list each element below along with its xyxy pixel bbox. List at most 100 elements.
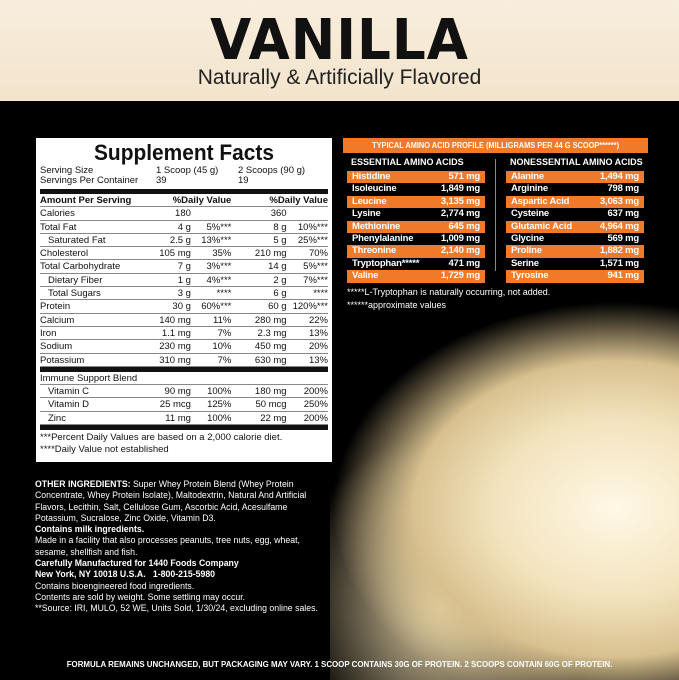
essential-column: ESSENTIAL AMINO ACIDS Histidine 571 mg Isol… <box>347 157 485 283</box>
nutrient-value: 7 g <box>177 261 191 273</box>
ingredients-text: Super Whey Protein Blend (Whey Protein C… <box>35 479 307 523</box>
nutrient-row: Vitamin D 25 mcg 125% 50 mcg 250% <box>40 398 328 412</box>
nutrient-name: Saturated Fat <box>48 234 106 246</box>
nutrient-value: 5%*** <box>206 221 232 233</box>
nutrient-value: 250% <box>303 399 328 411</box>
nutrient-value: 2 g <box>273 274 287 286</box>
nutrient-value: 4%*** <box>206 274 232 286</box>
supplement-facts-panel: Supplement Facts Serving Size 1 Scoop (45… <box>35 137 333 463</box>
amino-value: 4,964 mg <box>599 220 639 232</box>
amino-value: 798 mg <box>607 183 639 195</box>
nutrient-name: Sodium <box>40 341 73 353</box>
nutrient-row: Total Fat 4 g 5%*** 8 g 10%*** <box>40 221 328 234</box>
nutrient-value: 310 mg <box>159 354 191 366</box>
nutrient-value: 140 mg <box>159 314 191 326</box>
nutrient-value: 180 <box>175 208 191 220</box>
nutrient-row: Sodium 230 mg 10% 450 mg 20% <box>40 340 328 354</box>
nutrient-value: 450 mg <box>254 341 287 353</box>
amino-name: Cysteine <box>511 208 550 220</box>
blend-label: Immune Support Blend <box>40 372 138 384</box>
amino-value: 1,009 mg <box>440 232 480 244</box>
nutrient-value: 6 g <box>273 288 287 300</box>
amino-row: Valine 1,729 mg <box>347 270 485 283</box>
nutrient-name: Dietary Fiber <box>48 274 103 286</box>
nutrient-value: 13%*** <box>201 234 232 246</box>
address: New York, NY 10018 U.S.A. 1-800-215-5980 <box>35 569 216 580</box>
amino-row: Methionine 645 mg <box>347 220 485 233</box>
amino-name: Lysine <box>352 208 381 220</box>
amount-header: Amount Per Serving <box>40 195 132 206</box>
amino-row: Glycine 569 mg <box>506 233 644 245</box>
amino-row: Lysine 2,774 mg <box>347 208 485 220</box>
nutrient-name: Potassium <box>40 354 85 366</box>
nutrient-row: Zinc 11 mg 100% 22 mg 200% <box>40 412 328 426</box>
nutrient-value: 10%*** <box>297 221 328 233</box>
amino-row: Serine 1,571 mg <box>506 258 644 270</box>
amino-name: Valine <box>352 270 379 282</box>
dv-header: %Daily Value <box>172 195 232 206</box>
nutrient-row: Protein 30 g 60%*** 60 g 120%*** <box>40 300 328 314</box>
nutrient-value: 10% <box>212 341 232 353</box>
amino-name: Histidine <box>352 171 391 182</box>
nutrient-value: 2.5 g <box>169 234 191 246</box>
amino-name: Arginine <box>511 183 548 195</box>
amino-title: TYPICAL AMINO ACID PROFILE (MILLIGRAMS P… <box>372 140 619 150</box>
amino-name: Proline <box>511 245 542 257</box>
nutrient-value: 200% <box>303 412 328 424</box>
divider <box>40 366 328 372</box>
amino-name: Aspartic Acid <box>511 195 570 207</box>
blend-label-row: Immune Support Blend <box>40 372 328 386</box>
nutrient-row: Potassium 310 mg 7% 630 mg 13% <box>40 354 328 367</box>
nutrient-value: 100% <box>207 386 232 398</box>
nutrient-value: 105 mg <box>159 248 191 260</box>
nutrient-value: 5%*** <box>303 261 328 273</box>
nutrient-value <box>287 207 328 219</box>
nutrient-value: 35% <box>212 248 232 260</box>
amino-row: Cysteine 637 mg <box>506 208 644 220</box>
amino-value: 3,135 mg <box>440 195 480 207</box>
weight-statement: Contents are sold by weight. Some settli… <box>35 591 246 602</box>
nutrient-value: 13% <box>308 327 328 339</box>
table-header: Amount Per Serving %Daily Value %Daily Val… <box>40 194 328 208</box>
nutrient-value: 8 g <box>273 221 287 233</box>
nutrient-value: 11% <box>213 314 232 326</box>
nutrient-value: 60 g <box>268 301 287 313</box>
footer-note-bar: FORMULA REMAINS UNCHANGED, BUT PACKAGING… <box>0 659 679 669</box>
nutrient-value <box>191 207 231 219</box>
nutrient-name: Calories <box>40 208 75 220</box>
header-banner: VANILLA Naturally & Artificially Flavore… <box>0 0 679 101</box>
amino-row: Leucine 3,135 mg <box>347 195 485 209</box>
amino-name: Threonine <box>352 245 397 257</box>
flavor-subtitle: Naturally & Artificially Flavored <box>197 66 482 89</box>
dv-header: %Daily Value <box>269 195 328 206</box>
nutrient-row: Calories 180 360 <box>40 207 328 221</box>
divider <box>495 159 496 271</box>
amino-value: 571 mg <box>448 171 480 182</box>
nutrient-value: 90 mg <box>164 386 191 398</box>
nutrient-row: Total Sugars 3 g **** 6 g **** <box>40 287 328 301</box>
nutrient-name: Iron <box>40 327 57 339</box>
nutrient-row: Total Carbohydrate 7 g 3%*** 14 g 5%*** <box>40 260 328 274</box>
manufacturer: Carefully Manufactured for 1440 Foods Co… <box>35 558 239 569</box>
amino-note: ******approximate values <box>347 299 447 310</box>
nutrient-value: 230 mg <box>159 341 191 353</box>
amino-value: 1,729 mg <box>440 270 480 282</box>
amino-value: 1,882 mg <box>599 245 639 257</box>
amino-value: 569 mg <box>607 232 639 244</box>
amino-name: Glutamic Acid <box>511 220 572 232</box>
nutrient-value: 30 g <box>172 301 191 313</box>
amino-row: Threonine 2,140 mg <box>347 245 485 258</box>
nutrient-value: 70% <box>308 248 328 260</box>
vanilla-splash-image <box>330 300 679 680</box>
bioengineered-statement: Contains bioengineered food ingredients. <box>35 580 195 591</box>
ingredients-label: OTHER INGREDIENTS: <box>35 479 131 489</box>
nutrient-value: 125% <box>207 399 232 411</box>
supplement-facts-title: Supplement Facts <box>93 140 274 165</box>
nutrient-value: **** <box>216 288 232 300</box>
amino-title-bar: TYPICAL AMINO ACID PROFILE (MILLIGRAMS P… <box>343 138 648 153</box>
ingredients-block: OTHER INGREDIENTS: Super Whey Protein Bl… <box>35 479 326 615</box>
amino-row: Aspartic Acid 3,063 mg <box>506 195 644 209</box>
nutrient-row: Iron 1.1 mg 7% 2.3 mg 13% <box>40 327 328 341</box>
divider <box>40 189 328 194</box>
nutrient-value: 1.1 mg <box>161 327 191 339</box>
